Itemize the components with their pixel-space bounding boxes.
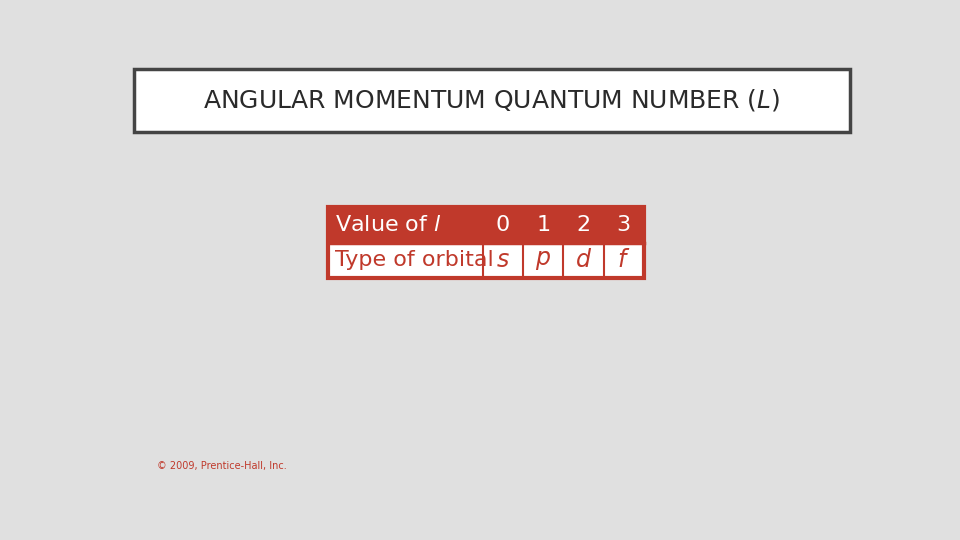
Text: 3: 3 [616,215,631,235]
FancyBboxPatch shape [327,207,644,242]
Text: 1: 1 [536,215,550,235]
Text: 0: 0 [495,215,510,235]
Text: 2: 2 [576,215,590,235]
Text: Value of $\it{l}$: Value of $\it{l}$ [335,215,442,235]
FancyBboxPatch shape [327,242,644,278]
Text: Type of orbital: Type of orbital [335,251,494,271]
Text: © 2009, Prentice-Hall, Inc.: © 2009, Prentice-Hall, Inc. [157,461,287,471]
Text: $\it{p}$: $\it{p}$ [535,248,551,272]
Text: ANGULAR MOMENTUM QUANTUM NUMBER ($\it{L}$): ANGULAR MOMENTUM QUANTUM NUMBER ($\it{L}… [204,87,780,113]
Text: $\it{f}$: $\it{f}$ [617,248,631,272]
FancyBboxPatch shape [134,69,850,132]
Text: $\it{d}$: $\it{d}$ [575,248,592,272]
Text: $\it{s}$: $\it{s}$ [496,248,510,272]
